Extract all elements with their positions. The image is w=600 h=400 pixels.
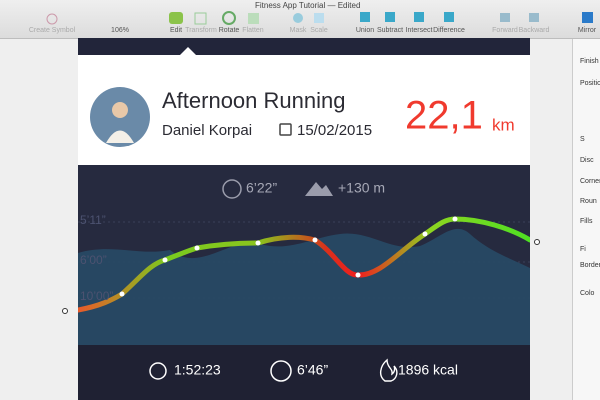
point bbox=[255, 240, 261, 246]
icon bbox=[222, 11, 236, 25]
speed-icon bbox=[270, 360, 292, 382]
distance-unit: km bbox=[492, 115, 515, 134]
icon bbox=[444, 12, 454, 22]
card-header bbox=[78, 55, 530, 165]
toolbar-label: Intersect bbox=[405, 27, 433, 34]
calendar-icon bbox=[279, 123, 292, 136]
canvas: Afternoon Running Daniel Korpai 15/02/20… bbox=[62, 38, 540, 400]
icon bbox=[582, 12, 593, 23]
axis-label: 6’00” bbox=[80, 253, 107, 267]
pointer bbox=[180, 47, 196, 55]
toolbar-label: Scale bbox=[310, 27, 328, 34]
inspector-label: Roun bbox=[580, 198, 597, 205]
inspector-label: Positio bbox=[580, 80, 600, 87]
handle bbox=[62, 308, 68, 314]
point bbox=[422, 231, 428, 237]
toolbar-label: 106% bbox=[111, 27, 129, 34]
points bbox=[119, 216, 458, 297]
toolbar-label: Create Symbol bbox=[28, 27, 76, 34]
inspector-label: Corner bbox=[580, 178, 600, 185]
icon bbox=[293, 13, 303, 23]
activity-title: Afternoon Running bbox=[162, 88, 345, 113]
timer-icon bbox=[149, 362, 167, 380]
duration: 1:52:23 bbox=[174, 362, 221, 378]
inspector-label: S bbox=[580, 136, 585, 143]
toolbar-label: Mirror bbox=[577, 27, 597, 34]
point bbox=[162, 257, 168, 263]
icon bbox=[314, 13, 324, 23]
toolbar-label: Difference bbox=[433, 27, 465, 34]
inspector-label: Colo bbox=[580, 290, 595, 297]
inspector-label: Finish bbox=[580, 58, 599, 65]
inspector-label: Disc bbox=[580, 157, 594, 164]
date: 15/02/2015 bbox=[297, 122, 372, 139]
toolbar-label: Backward bbox=[518, 27, 550, 34]
calories: 1896 kcal bbox=[398, 362, 458, 378]
icon bbox=[414, 12, 424, 22]
toolbar-label: Mask bbox=[289, 27, 307, 34]
inspector bbox=[572, 39, 600, 400]
inspector-label: Fi bbox=[580, 246, 586, 253]
icon bbox=[194, 12, 207, 25]
toolbar-label: Rotate bbox=[218, 27, 240, 34]
mountain-icon bbox=[305, 182, 333, 196]
elevation: +130 m bbox=[338, 180, 385, 196]
avatar bbox=[106, 130, 134, 143]
toolbar-label: Subtract bbox=[376, 27, 404, 34]
handle bbox=[534, 239, 540, 245]
icon bbox=[360, 12, 370, 22]
pace-curve bbox=[78, 216, 530, 313]
fire-icon bbox=[380, 358, 398, 382]
inspector-label: Border bbox=[580, 262, 600, 269]
point bbox=[194, 245, 200, 251]
toolbar-icons bbox=[46, 11, 593, 25]
point bbox=[355, 272, 361, 278]
axis-label: 10’00” bbox=[80, 289, 113, 303]
toolbar-label: Edit bbox=[169, 27, 183, 34]
point bbox=[312, 237, 318, 243]
icon bbox=[248, 13, 259, 24]
pace-icon bbox=[222, 179, 242, 199]
footer bbox=[78, 345, 530, 400]
toolbar-label: Forward bbox=[492, 27, 518, 34]
inspector-label: Fills bbox=[580, 218, 593, 225]
elevation-area bbox=[78, 228, 530, 345]
author: Daniel Korpai bbox=[162, 122, 252, 139]
distance: 22,1 bbox=[405, 94, 483, 138]
toolbar-label: Union bbox=[355, 27, 375, 34]
point bbox=[452, 216, 458, 222]
axis-label: 5’11” bbox=[80, 213, 106, 227]
avatar bbox=[112, 102, 128, 118]
pace: 6’22” bbox=[246, 180, 277, 196]
point bbox=[119, 291, 125, 297]
window-title: Fitness App Tutorial — Edited bbox=[255, 1, 361, 10]
toolbar-label: Flatten bbox=[242, 27, 264, 34]
icon bbox=[169, 12, 183, 24]
avg-pace: 6’46” bbox=[297, 362, 328, 378]
icon bbox=[46, 13, 58, 25]
icon bbox=[529, 13, 539, 22]
icon bbox=[500, 13, 510, 22]
icon bbox=[385, 12, 395, 22]
toolbar-label: Transform bbox=[185, 27, 217, 34]
